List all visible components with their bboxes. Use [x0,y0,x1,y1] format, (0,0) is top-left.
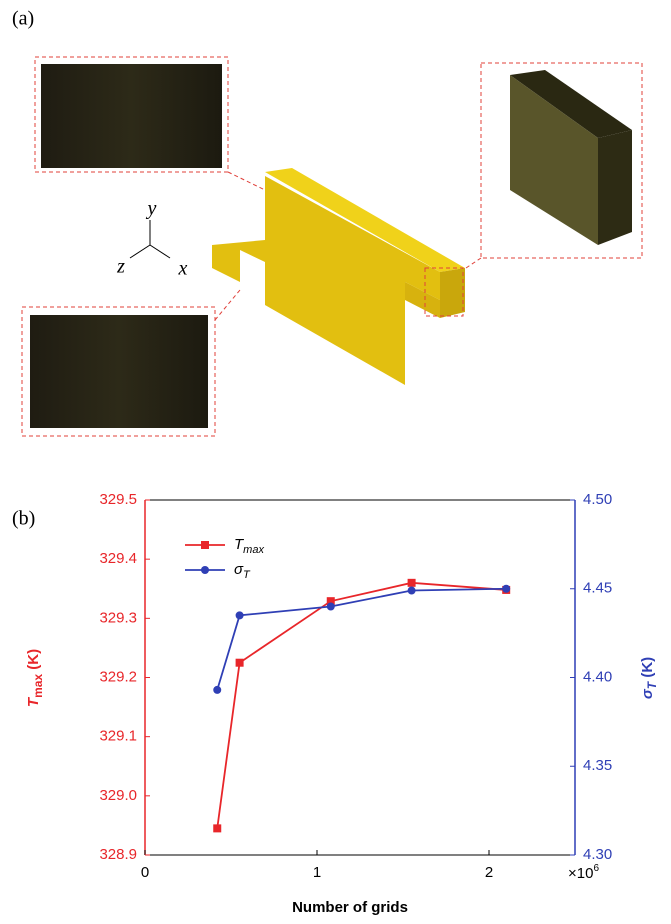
y-tick-label: 329.1 [99,728,137,745]
y-tick-label: 329.0 [99,787,137,804]
panel-label: (b) [12,508,35,530]
marker [236,659,244,667]
x-multiplier: ×106 [568,863,599,882]
multiplier-base: ×10 [568,865,593,882]
axis-label: x [178,258,188,280]
marker [502,585,510,593]
marker [408,579,416,587]
mesh-illustration [22,57,642,436]
legend-label: Tmax [234,536,264,556]
y2-tick-label: 4.40 [583,668,612,685]
y2-axis-label: σT (K) [639,657,659,699]
figure: (a) y z x (b) Number of grids ×106 Tmax … [0,0,671,924]
label-sub: max [31,674,45,698]
multiplier-exp: 6 [593,863,599,874]
marker [408,587,416,595]
label-unit: (K) [639,657,656,682]
series-line [217,589,506,690]
marker [213,686,221,694]
legend-sub: max [243,544,264,556]
marker [213,824,221,832]
y-tick-label: 329.4 [99,550,137,567]
panel-label: (a) [12,8,34,30]
y2-tick-label: 4.30 [583,846,612,863]
label-unit: (K) [25,649,42,674]
y2-tick-label: 4.50 [583,491,612,508]
y-tick-label: 329.2 [99,668,137,685]
legend-marker [201,566,209,574]
x-tick-label: 1 [313,864,321,881]
axis-label: y [146,198,157,220]
y2-tick-label: 4.45 [583,580,612,597]
y-tick-label: 329.3 [99,609,137,626]
legend-sub: T [243,569,251,581]
series-line [217,583,506,829]
marker [327,603,335,611]
x-tick-label: 0 [141,864,149,881]
legend-marker [201,541,209,549]
x-axis-label: Number of grids [292,899,408,916]
y2-tick-label: 4.35 [583,757,612,774]
y-axis-label: Tmax (K) [25,649,45,707]
legend-label: σT [234,561,251,581]
axis-label: z [116,256,125,278]
marker [236,611,244,619]
y-tick-label: 329.5 [99,491,137,508]
y-tick-label: 328.9 [99,846,137,863]
x-tick-label: 2 [485,864,493,881]
